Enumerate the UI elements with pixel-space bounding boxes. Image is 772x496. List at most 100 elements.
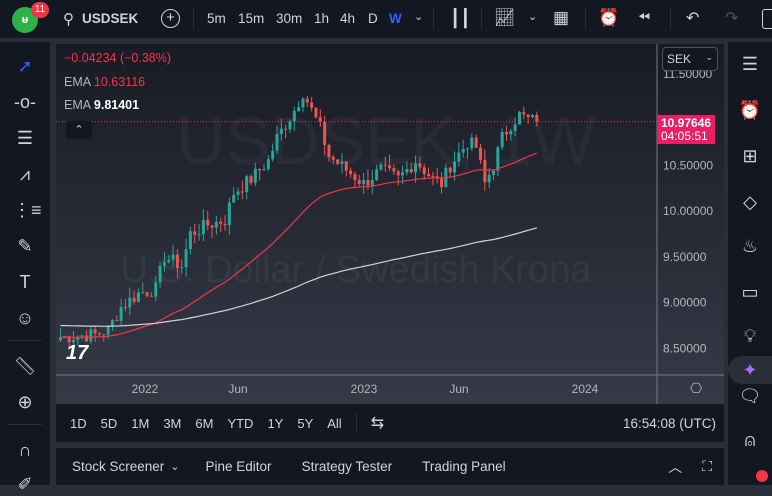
candle-body (483, 159, 487, 183)
tradingview-logo[interactable]: 17 (66, 342, 89, 364)
emoji-icon[interactable]: ☺ (15, 308, 35, 328)
goto-date-icon[interactable]: ⇆ (370, 415, 385, 432)
chevron-down-icon[interactable]: ⌄ (414, 11, 424, 23)
undo-icon[interactable]: ↶ (686, 10, 700, 27)
collapse-legend-button[interactable]: ⌃ (66, 121, 92, 139)
interval-w[interactable]: W (389, 11, 402, 26)
candle-body (180, 267, 184, 269)
tab-pine-editor[interactable]: Pine Editor (205, 459, 272, 474)
candles-icon[interactable]: ┃┃ (450, 9, 471, 28)
candle-body (396, 171, 400, 176)
layout-grid-icon[interactable]: ▦ (553, 8, 570, 27)
notification-dot (756, 470, 768, 482)
fib-icon[interactable]: ⋮≡ (13, 200, 42, 220)
candle-body (197, 234, 201, 236)
search-icon[interactable]: ⚲ (63, 11, 74, 28)
range-1d[interactable]: 1D (70, 415, 87, 431)
interval-1h[interactable]: 1h (314, 11, 330, 26)
indicators-icon[interactable]: 📈︎ (494, 8, 516, 27)
time-tick: 2023 (351, 382, 378, 396)
candle-body (383, 164, 387, 166)
ruler-icon[interactable]: 📏︎ (13, 356, 37, 376)
range-all[interactable]: All (327, 415, 342, 431)
candle-body (253, 168, 257, 183)
calendar-icon[interactable]: ▭ (741, 282, 759, 302)
tab-trading-panel[interactable]: Trading Panel (422, 459, 506, 474)
candle-body (318, 117, 322, 122)
interval-4h[interactable]: 4h (340, 11, 356, 26)
currency-select[interactable]: SEK ⌄ (662, 47, 718, 71)
candle-body (76, 336, 80, 340)
watermark-description: U.S. Dollar / Swedish Krona (121, 249, 593, 291)
range-5d[interactable]: 5D (100, 415, 118, 431)
candle-body (323, 121, 327, 145)
alert-add-icon[interactable]: ⏰ (598, 8, 620, 27)
candle-body (271, 150, 275, 160)
hotlist-flame-icon[interactable]: ♨ (741, 236, 759, 256)
candle-body (340, 161, 344, 164)
interval-d[interactable]: D (368, 11, 378, 26)
ai-sparkle-icon[interactable]: ✦ (728, 356, 772, 384)
alarm-clock-icon[interactable]: ⏰ (738, 100, 762, 120)
time-tick: 2022 (132, 382, 159, 396)
ema-slow-legend[interactable]: EMA 9.81401 (64, 98, 139, 112)
symbol-search[interactable]: USDSEK (82, 11, 139, 26)
pattern-icon[interactable]: ⩘ (19, 164, 31, 184)
chart-canvas[interactable]: USDSEK, 1W U.S. Dollar / Swedish Krona 1… (56, 44, 724, 404)
chart-pane[interactable]: USDSEK, 1W U.S. Dollar / Swedish Krona 1… (56, 44, 724, 404)
interval-15m[interactable]: 15m (238, 11, 265, 26)
zoom-in-icon[interactable]: ⊕ (17, 392, 33, 412)
candle-body (357, 180, 361, 184)
top-toolbar: ᵾ 11 ⚲ USDSEK + 5m 15m 30m 1h 4h D W ⌄ ┃… (0, 0, 772, 38)
text-icon[interactable]: T (19, 272, 31, 292)
ideas-lightbulb-icon[interactable]: 💡︎ (743, 326, 757, 346)
add-list-icon[interactable]: ⊞ (742, 146, 758, 166)
candle-body (327, 144, 331, 158)
compare-add-icon[interactable]: + (161, 9, 180, 28)
expand-panel-icon[interactable]: ︿ (668, 458, 683, 475)
horizontal-lines-icon[interactable]: ☰ (16, 128, 34, 148)
candle-body (466, 148, 470, 150)
candle-body (84, 335, 88, 342)
magnet-icon[interactable]: ∩ (18, 440, 32, 460)
cursor-icon[interactable]: ➚ (17, 56, 33, 76)
candle-body (154, 282, 158, 297)
brush-icon[interactable]: ✎ (17, 236, 33, 256)
candle-body (249, 176, 253, 183)
notification-badge: 11 (31, 2, 49, 18)
clock[interactable]: 16:54:08 (UTC) (622, 415, 716, 431)
ema-fast-legend[interactable]: EMA 10.63116 (64, 75, 145, 89)
interval-5m[interactable]: 5m (207, 11, 226, 26)
settings-icon[interactable]: ⎔ (690, 380, 703, 396)
range-3m[interactable]: 3M (163, 415, 182, 431)
candle-body (106, 325, 110, 335)
range-ytd[interactable]: YTD (227, 415, 254, 431)
last-price: 10.97646 (661, 116, 712, 130)
range-5y[interactable]: 5Y (297, 415, 314, 431)
range-1m[interactable]: 1M (131, 415, 150, 431)
candle-body (288, 121, 292, 130)
support-icon[interactable]: ⍝ (744, 430, 756, 450)
candle-body (193, 231, 197, 235)
trend-line-icon[interactable]: -o- (14, 92, 36, 112)
currency-value: SEK (667, 52, 692, 66)
candle-body (362, 179, 366, 184)
range-1y[interactable]: 1Y (267, 415, 284, 431)
chat-icon[interactable]: 🗨︎ (738, 386, 762, 406)
fullscreen-icon[interactable] (762, 9, 772, 29)
interval-30m[interactable]: 30m (276, 11, 303, 26)
pencil-lock-icon[interactable]: ✐ (17, 474, 33, 494)
candle-body (162, 262, 166, 266)
chevron-down-icon[interactable]: ⌄ (170, 461, 180, 473)
chevron-down-icon[interactable]: ⌄ (528, 11, 538, 23)
candle-body (474, 137, 478, 148)
redo-icon[interactable]: ↷ (725, 10, 739, 27)
tab-strategy-tester[interactable]: Strategy Tester (301, 459, 393, 474)
maximize-panel-icon[interactable]: ⛶ (702, 458, 712, 474)
tab-stock-screener[interactable]: Stock Screener (72, 459, 165, 474)
range-6m[interactable]: 6M (195, 415, 214, 431)
watchlist-icon[interactable]: ☰ (741, 54, 759, 74)
layers-icon[interactable]: ◇ (743, 192, 757, 212)
candle-body (526, 114, 530, 118)
replay-icon[interactable]: ⏪︎ (638, 9, 651, 26)
